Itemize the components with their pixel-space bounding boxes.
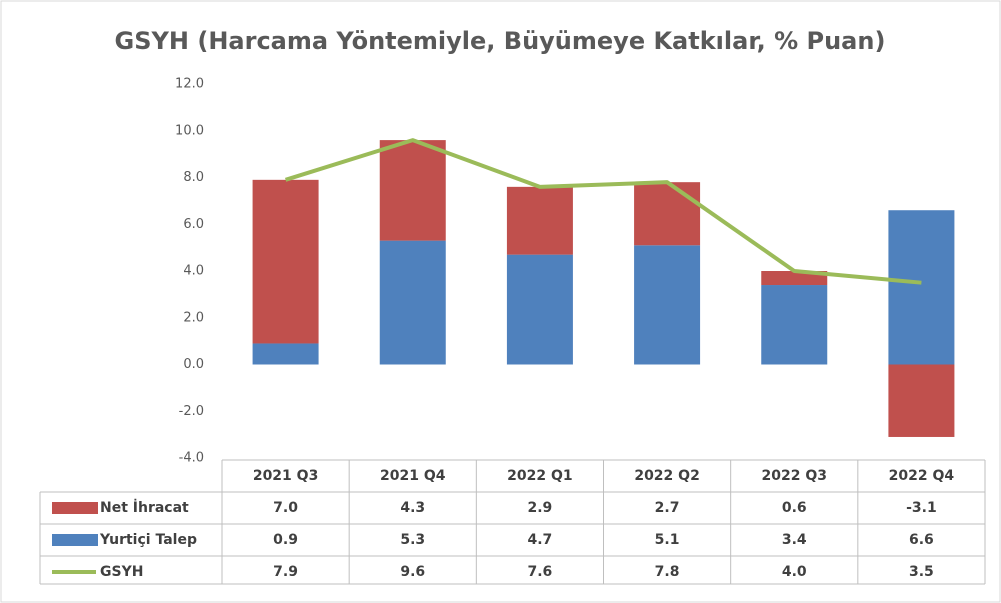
y-tick-label: -4.0 [179,451,204,466]
data-label: 4.3 [400,500,425,516]
y-tick-label: 0.0 [183,357,204,372]
data-label: 2.9 [528,500,553,516]
legend-label: Net İhracat [100,499,189,516]
y-tick-label: 10.0 [175,123,204,138]
data-label: 7.9 [273,564,298,580]
bar [888,364,955,437]
bar [506,186,573,255]
bar [379,240,446,365]
legend-key [52,534,98,546]
x-tick-label: 2021 Q3 [253,468,318,484]
y-tick-label: -2.0 [179,404,204,419]
bar [634,182,701,246]
bar [761,285,828,365]
x-tick-label: 2022 Q2 [634,468,699,484]
x-tick-label: 2022 Q1 [507,468,572,484]
data-label: 2.7 [655,500,680,516]
data-label: 7.0 [273,500,298,516]
data-label: 7.6 [528,564,553,580]
x-tick-label: 2021 Q4 [380,468,446,484]
bar [888,210,955,365]
legend-key [52,502,98,514]
data-label: 0.9 [273,532,298,548]
chart-title: GSYH (Harcama Yöntemiyle, Büyümeye Katkı… [115,27,886,55]
bar [252,343,319,365]
legend-label: Yurtiçi Talep [99,532,197,548]
data-label: 9.6 [400,564,425,580]
bar [634,245,701,365]
y-tick-label: 2.0 [183,310,204,325]
line-series [284,138,922,285]
data-label: 4.7 [528,532,553,548]
x-tick-label: 2022 Q4 [889,468,955,484]
data-label: 5.1 [655,532,680,548]
bar [252,179,319,344]
data-label: 7.8 [655,564,680,580]
y-tick-label: 4.0 [183,264,204,279]
bar [379,140,446,241]
legend-label: GSYH [100,564,143,580]
data-label: 6.6 [909,532,934,548]
data-label: -3.1 [906,500,937,516]
y-tick-label: 12.0 [175,77,204,92]
data-label: 0.6 [782,500,807,516]
bar [506,254,573,365]
y-tick-label: 8.0 [183,170,204,185]
data-label: 5.3 [400,532,425,548]
data-label: 3.5 [909,564,934,580]
x-tick-label: 2022 Q3 [762,468,827,484]
data-label: 4.0 [782,564,807,580]
y-tick-label: 6.0 [183,217,204,232]
data-label: 3.4 [782,532,807,548]
